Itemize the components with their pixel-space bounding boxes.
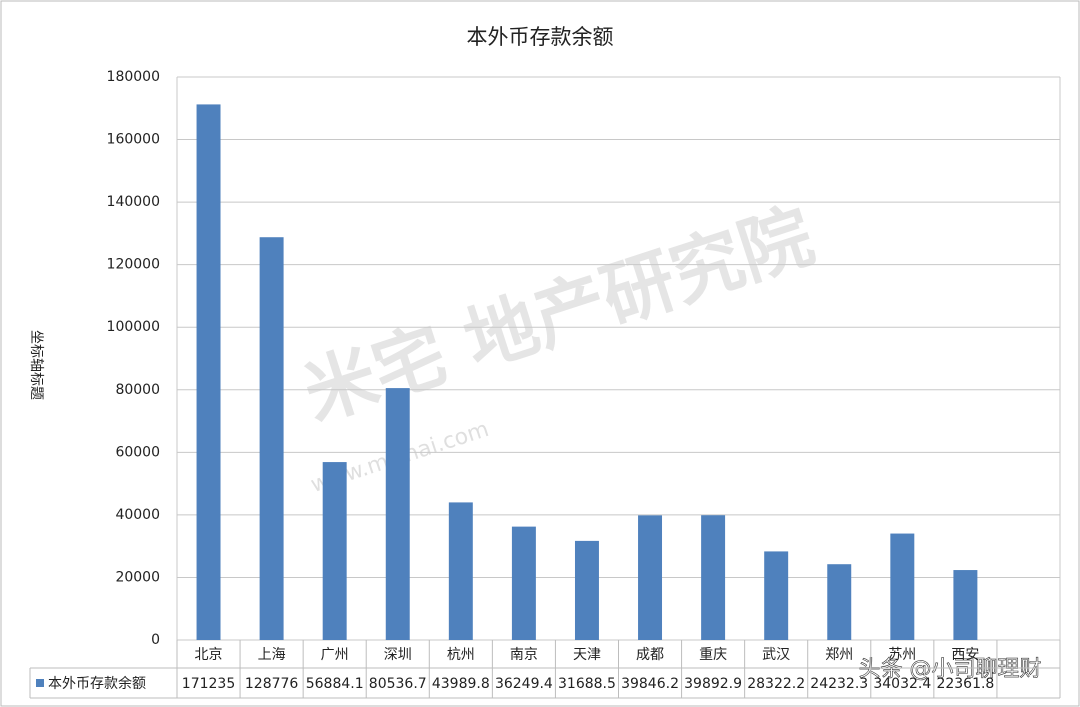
table-value: 31688.5 — [558, 676, 616, 692]
y-tick-label: 80000 — [115, 382, 160, 398]
bar — [196, 104, 221, 640]
legend-label: 本外币存款余额 — [48, 675, 146, 692]
x-tick-label: 郑州 — [825, 647, 853, 663]
bar — [638, 515, 663, 640]
bar — [511, 526, 536, 640]
bar — [953, 570, 978, 640]
bar — [448, 502, 473, 640]
table-value: 34032.4 — [873, 676, 931, 692]
y-tick-label: 120000 — [107, 257, 160, 273]
x-tick-label: 上海 — [258, 647, 286, 663]
y-tick-label: 60000 — [115, 444, 160, 460]
x-tick-label: 天津 — [573, 647, 601, 663]
x-tick-label: 广州 — [321, 647, 349, 663]
table-value: 80536.7 — [369, 676, 427, 692]
table-value: 56884.1 — [306, 676, 364, 692]
legend-swatch — [36, 679, 44, 687]
bar — [890, 533, 915, 640]
bar — [259, 237, 284, 640]
table-value: 39892.9 — [684, 676, 742, 692]
y-tick-label: 160000 — [107, 132, 160, 148]
x-tick-label: 西安 — [951, 647, 979, 663]
bar — [322, 462, 347, 640]
table-value: 24232.3 — [810, 676, 868, 692]
y-tick-label: 20000 — [115, 569, 160, 585]
bar — [385, 388, 410, 640]
bar — [574, 540, 599, 640]
y-tick-label: 40000 — [115, 507, 160, 523]
table-value: 22361.8 — [936, 676, 994, 692]
table-value: 28322.2 — [747, 676, 805, 692]
y-tick-label: 140000 — [107, 194, 160, 210]
table-value: 36249.4 — [495, 676, 553, 692]
chart-title: 本外币存款余额 — [467, 25, 614, 49]
x-tick-label: 重庆 — [699, 647, 727, 663]
x-tick-label: 成都 — [636, 647, 664, 663]
y-tick-label: 180000 — [107, 69, 160, 85]
x-tick-label: 北京 — [195, 647, 223, 663]
x-tick-label: 南京 — [510, 647, 538, 663]
y-tick-label: 100000 — [107, 319, 160, 335]
x-tick-label: 深圳 — [384, 647, 412, 663]
x-tick-label: 苏州 — [888, 647, 916, 663]
y-axis-title: 坐标轴标题 — [28, 330, 44, 400]
bar — [764, 551, 789, 640]
bar — [701, 515, 726, 640]
y-tick-label: 0 — [151, 632, 160, 648]
table-value: 171235 — [182, 676, 235, 692]
x-tick-label: 杭州 — [447, 647, 475, 663]
x-tick-label: 武汉 — [762, 647, 790, 663]
watermark: 头条 @小司聊理财 — [859, 657, 1042, 682]
bar — [827, 564, 852, 640]
table-value: 128776 — [245, 676, 299, 692]
table-value: 39846.2 — [621, 676, 679, 692]
table-value: 43989.8 — [432, 676, 490, 692]
